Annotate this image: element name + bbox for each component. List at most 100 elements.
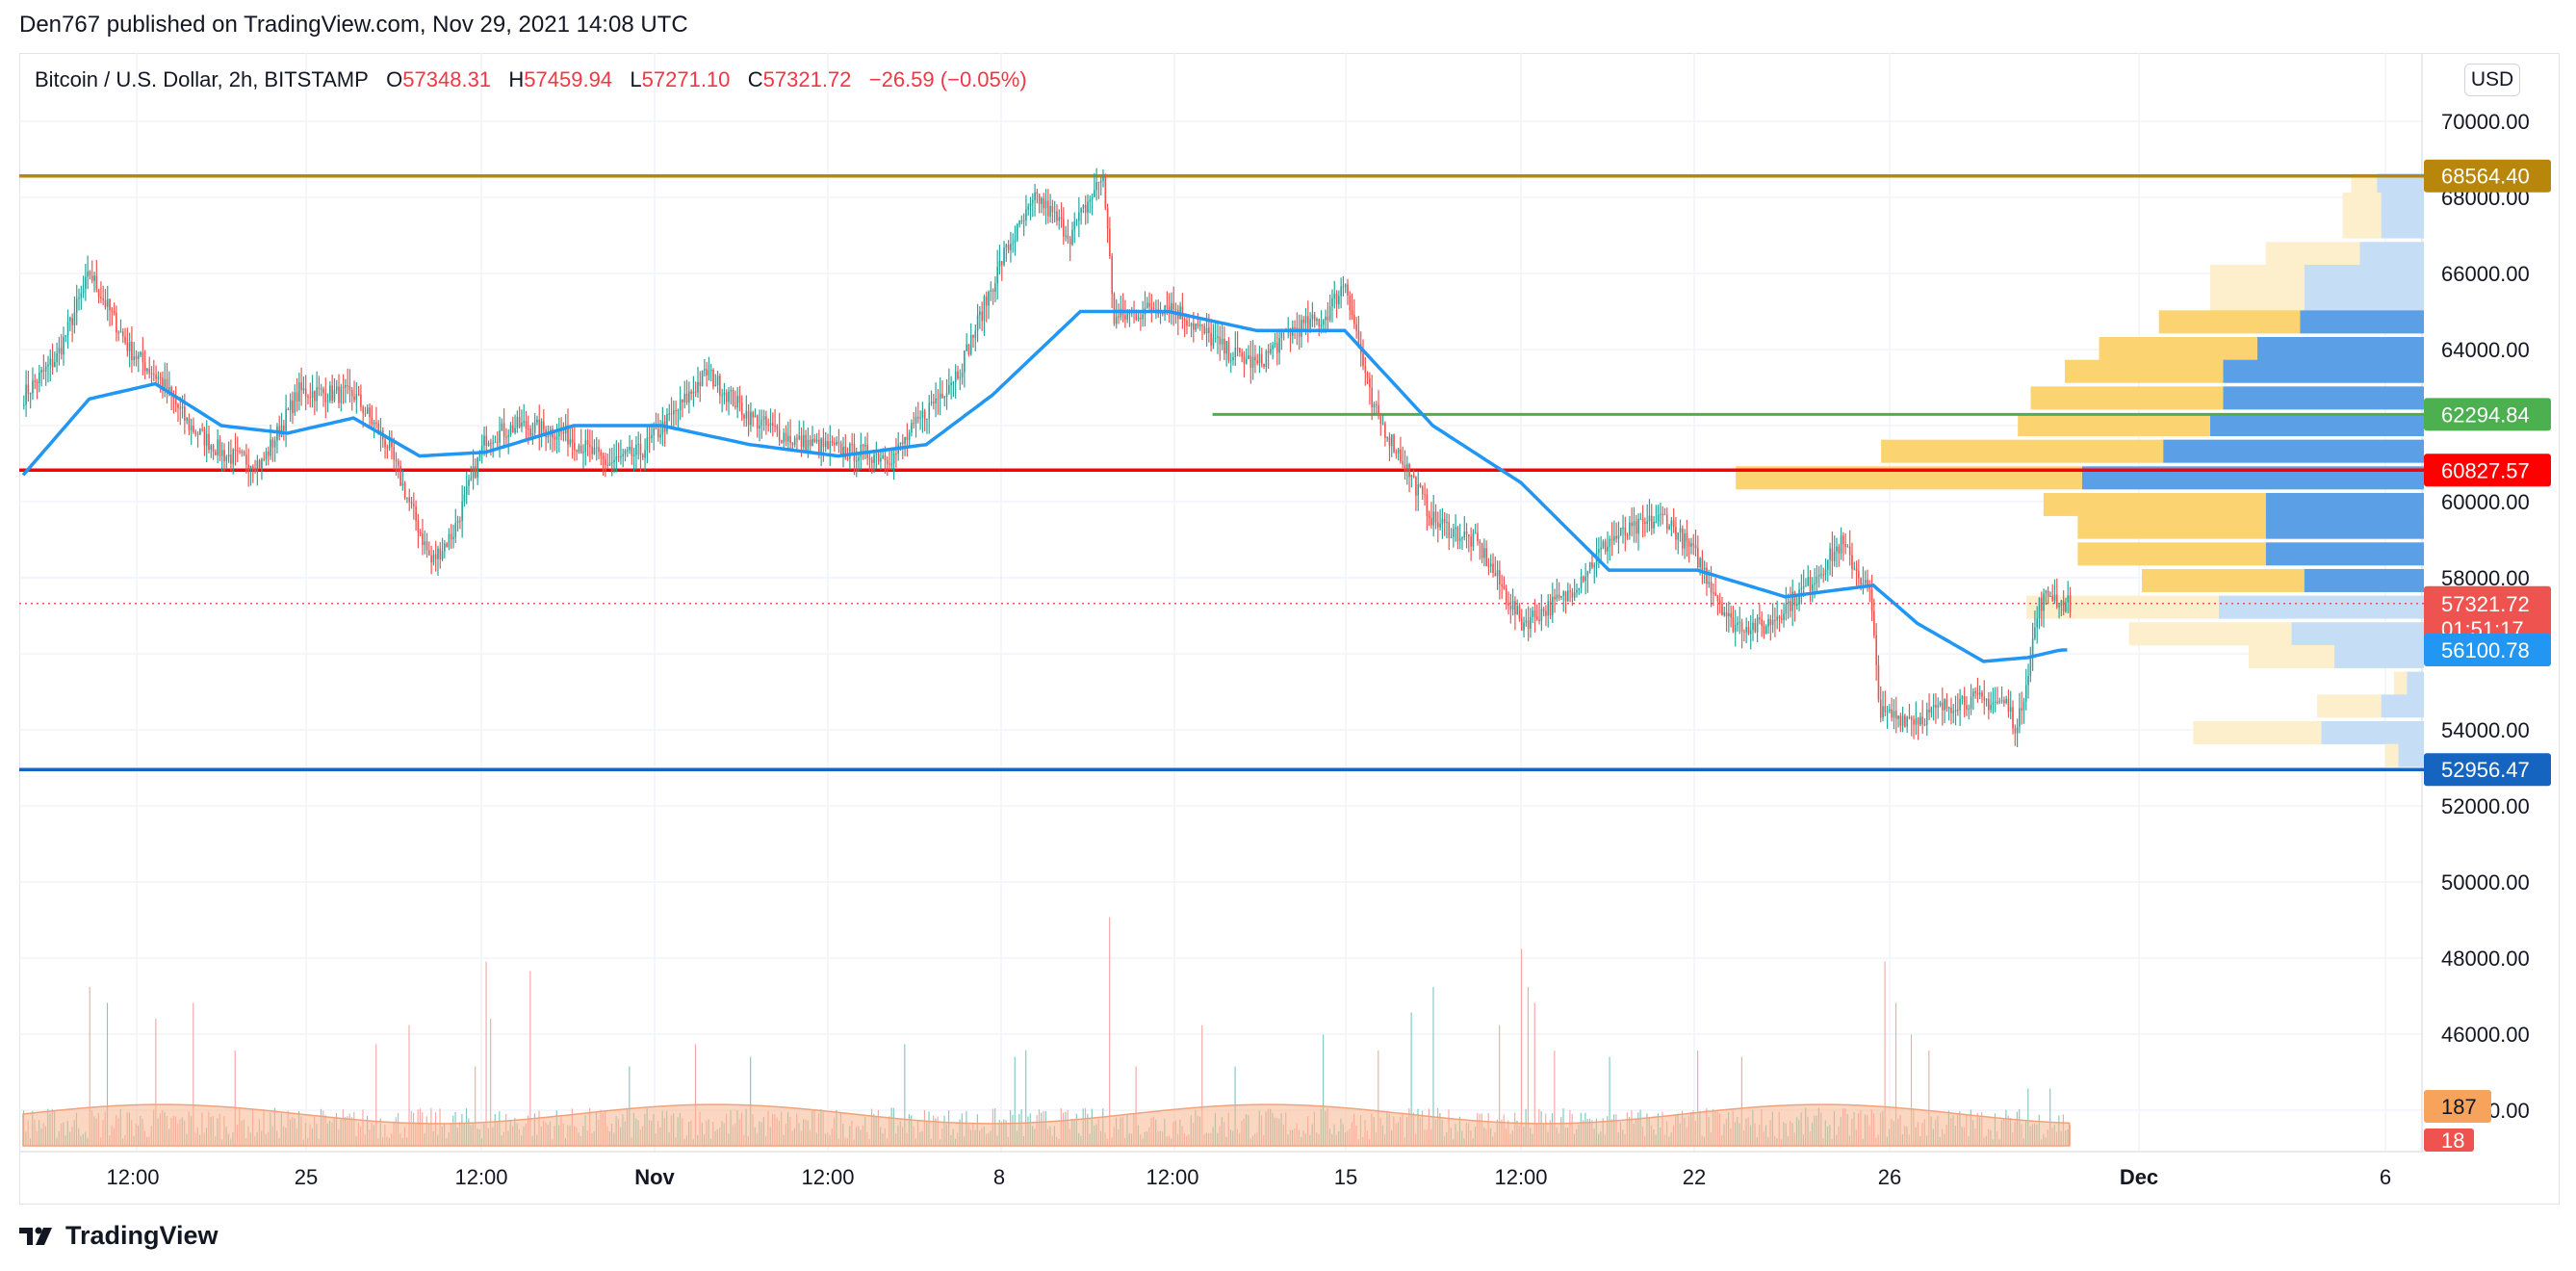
candle-body (1258, 353, 1261, 364)
volume-bar (904, 1044, 906, 1146)
currency-button[interactable]: USD (2464, 64, 2520, 96)
candle-body (1833, 551, 1836, 561)
candle-body (617, 455, 620, 457)
candle-body (1952, 711, 1955, 713)
candle-body (1166, 305, 1169, 307)
candle-body (196, 433, 199, 435)
candle-body (862, 444, 864, 447)
candle-body (375, 422, 377, 424)
candle-body (2047, 590, 2049, 597)
candle-body (538, 419, 541, 436)
candle-body (882, 454, 884, 458)
candle-body (626, 450, 629, 452)
candle-body (1961, 695, 1964, 699)
candle-body (870, 459, 873, 463)
candle-body (1573, 592, 1576, 598)
candle-body (1870, 589, 1873, 611)
candle-body (1957, 710, 1959, 712)
candles (23, 168, 2072, 748)
candle-body (143, 362, 146, 372)
candle-body (1357, 330, 1360, 344)
time-tick-label: 12:00 (801, 1165, 854, 1189)
candle-body (1313, 314, 1316, 322)
candle-body (789, 435, 791, 444)
candle-body (533, 422, 536, 433)
candle-body (531, 432, 534, 436)
candle-body (1514, 601, 1516, 615)
volume-profile-down-bar (2256, 337, 2424, 360)
candle-body (322, 388, 324, 394)
candle-body (2045, 590, 2048, 594)
candle-body (205, 433, 208, 446)
candle-body (1080, 208, 1082, 213)
candle-body (1298, 329, 1301, 337)
candle-body (521, 422, 523, 428)
candle-body (1483, 548, 1485, 558)
candle-body (1756, 617, 1759, 633)
candle-body (714, 384, 717, 387)
volume-bar (1894, 1002, 1897, 1146)
volume-profile-up-bar (2030, 386, 2224, 410)
volume-bar (490, 1019, 492, 1146)
candle-body (1148, 302, 1150, 307)
candle-body (1816, 576, 1818, 584)
candle-body (670, 413, 673, 415)
candle-body (750, 411, 752, 426)
candle-body (245, 454, 247, 465)
candle-body (1966, 705, 1968, 710)
volume-profile-down-bar (2300, 310, 2424, 334)
candle-body (1846, 546, 1849, 548)
candle-body (1221, 338, 1224, 345)
candle-body (783, 432, 786, 443)
candle-body (1842, 535, 1844, 544)
volume-profile-up-bar (2210, 264, 2305, 288)
candle-body (1728, 612, 1730, 617)
candle-body (1320, 324, 1323, 326)
candle-body (574, 442, 576, 451)
candle-body (1838, 546, 1841, 554)
candle-body (1239, 348, 1241, 352)
candle-body (1338, 296, 1340, 304)
candle-body (1219, 336, 1222, 345)
candle-body (1453, 529, 1455, 537)
candle-body (304, 388, 307, 397)
badge-green_level-text: 62294.84 (2441, 402, 2530, 427)
candle-body (1875, 635, 1877, 665)
candle-body (1022, 220, 1025, 221)
candle-body (1609, 538, 1611, 547)
candle-body (166, 378, 168, 392)
candle-body (1424, 494, 1426, 496)
candle-body (164, 378, 167, 389)
tradingview-brand[interactable]: TradingView (19, 1221, 219, 1251)
candle-body (1941, 702, 1944, 711)
candle-body (1395, 452, 1398, 454)
candle-body (1479, 541, 1481, 544)
horizontal-levels[interactable] (19, 173, 2424, 771)
candle-body (153, 374, 155, 376)
candle-body (1229, 359, 1232, 361)
candle-body (1232, 357, 1234, 360)
volume-ma-badge-background (2424, 1090, 2491, 1123)
candle-body (2060, 600, 2063, 606)
candle-body (159, 376, 162, 378)
candle-body (1530, 617, 1532, 629)
publisher-line: Den767 published on TradingView.com, Nov… (19, 12, 688, 38)
candle-body (263, 458, 266, 460)
candle-body (502, 423, 505, 437)
candle-body (1477, 532, 1479, 542)
candle-body (292, 400, 294, 414)
candle-body (1296, 327, 1299, 330)
candle-body (1415, 477, 1417, 496)
moving-average-line (21, 309, 2068, 663)
candle-body (1328, 306, 1331, 321)
candle-body (1584, 576, 1586, 582)
candle-body (309, 397, 312, 399)
candle-body (1304, 316, 1307, 324)
volume-bar (375, 1044, 377, 1146)
candle-body (66, 321, 69, 336)
candle-body (829, 441, 832, 450)
candle-body (450, 533, 452, 539)
candle-body (90, 275, 93, 281)
